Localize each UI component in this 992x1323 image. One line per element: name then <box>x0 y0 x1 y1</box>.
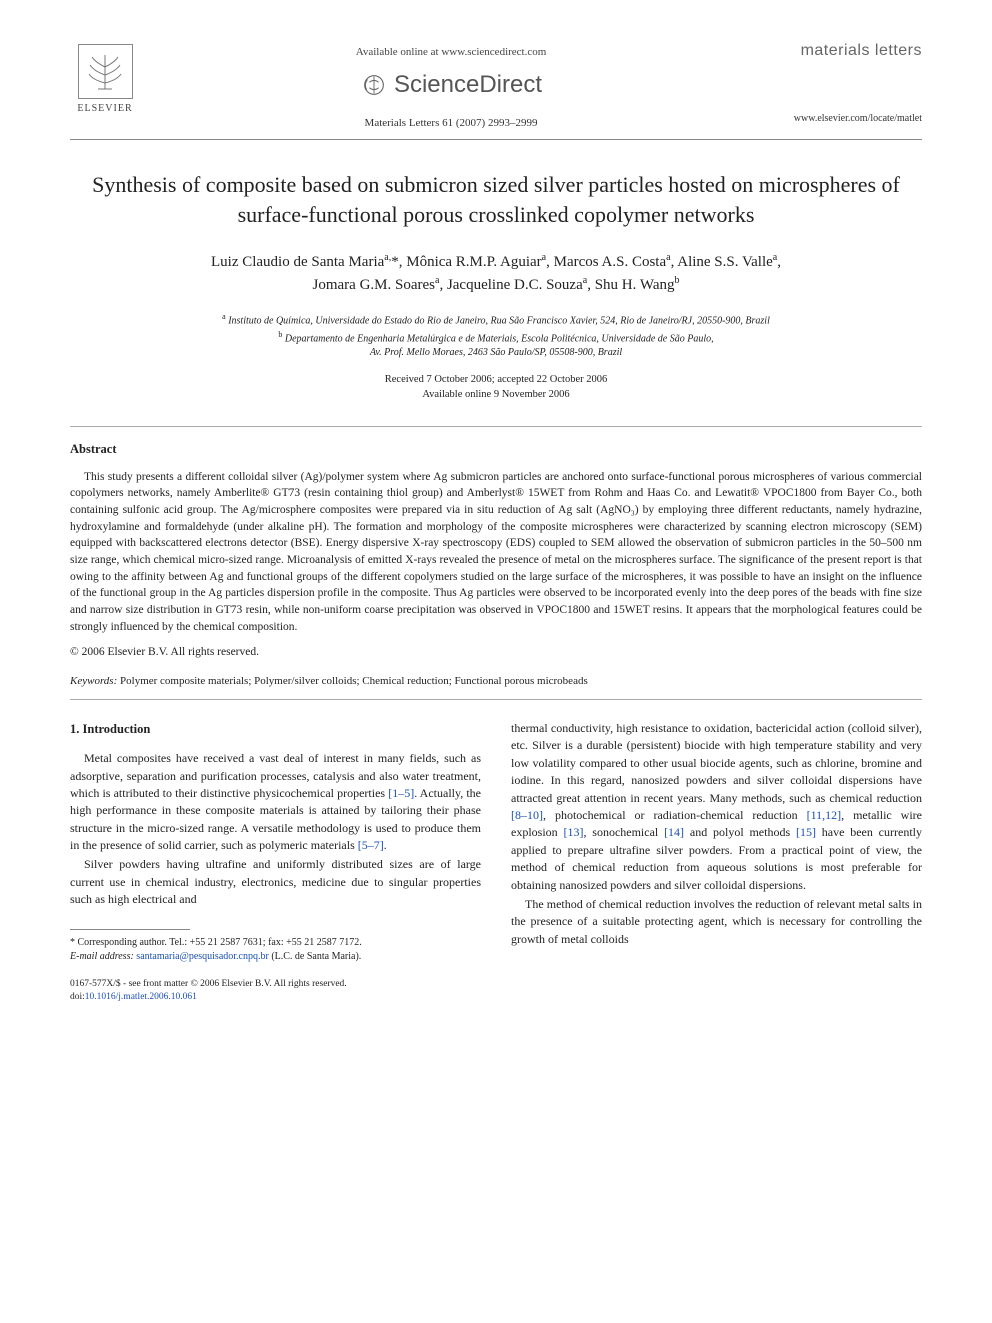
divider-abstract-bottom <box>70 699 922 700</box>
paper-title: Synthesis of composite based on submicro… <box>70 170 922 229</box>
ref-link[interactable]: [15] <box>796 825 816 839</box>
abstract-heading: Abstract <box>70 441 922 459</box>
author-name: , Mônica R.M.P. Aguiar <box>399 254 542 270</box>
sciencedirect-logo: ScienceDirect <box>140 68 762 102</box>
sciencedirect-icon <box>360 71 388 99</box>
ref-link[interactable]: [8–10] <box>511 808 543 822</box>
corr-author-phone: * Corresponding author. Tel.: +55 21 258… <box>70 936 481 950</box>
ref-link[interactable]: [14] <box>664 825 684 839</box>
issn-copyright: 0167-577X/$ - see front matter © 2006 El… <box>70 978 922 991</box>
right-column: thermal conductivity, high resistance to… <box>511 720 922 964</box>
author-name: , Shu H. Wang <box>587 277 674 293</box>
author-affil-sup: b <box>674 275 679 286</box>
email-link[interactable]: santamaria@pesquisador.cnpq.br <box>136 951 269 962</box>
journal-reference: Materials Letters 61 (2007) 2993–2999 <box>140 116 762 131</box>
ref-link[interactable]: [1–5] <box>388 786 414 800</box>
journal-url: www.elsevier.com/locate/matlet <box>762 112 922 126</box>
doi-link[interactable]: 10.1016/j.matlet.2006.10.061 <box>85 992 197 1002</box>
author-sep: , <box>777 254 781 270</box>
keywords-label: Keywords: <box>70 675 117 687</box>
corr-author-email-line: E-mail address: santamaria@pesquisador.c… <box>70 950 481 964</box>
ref-link[interactable]: [5–7] <box>358 838 384 852</box>
affiliation-a: Instituto de Química, Universidade do Es… <box>228 315 770 326</box>
affiliations: a Instituto de Química, Universidade do … <box>70 311 922 361</box>
footnote-separator <box>70 929 190 930</box>
sciencedirect-text: ScienceDirect <box>394 68 542 102</box>
ref-link[interactable]: [11,12] <box>807 808 842 822</box>
intro-paragraph-2: Silver powders having ultrafine and unif… <box>70 856 481 908</box>
elsevier-tree-icon <box>78 44 133 99</box>
intro-paragraph-3: The method of chemical reduction involve… <box>511 896 922 948</box>
footer-info: 0167-577X/$ - see front matter © 2006 El… <box>70 978 922 1005</box>
body-columns: 1. Introduction Metal composites have re… <box>70 720 922 964</box>
header-center: Available online at www.sciencedirect.co… <box>140 40 762 131</box>
divider-top <box>70 139 922 140</box>
available-online-text: Available online at www.sciencedirect.co… <box>140 45 762 60</box>
affiliation-b-line2: Av. Prof. Mello Moraes, 2463 São Paulo/S… <box>370 347 622 358</box>
corresponding-author-footnote: * Corresponding author. Tel.: +55 21 258… <box>70 936 481 964</box>
divider-abstract-top <box>70 426 922 427</box>
affiliation-b-line1: Departamento de Engenharia Metalúrgica e… <box>285 333 714 344</box>
received-accepted: Received 7 October 2006; accepted 22 Oct… <box>385 374 607 385</box>
section-heading-intro: 1. Introduction <box>70 720 481 738</box>
intro-paragraph-2-cont: thermal conductivity, high resistance to… <box>511 720 922 894</box>
ref-link[interactable]: [13] <box>563 825 583 839</box>
author-name: , Marcos A.S. Costa <box>546 254 666 270</box>
authors-list: Luiz Claudio de Santa Mariaa,*, Mônica R… <box>70 250 922 297</box>
doi-line: doi:10.1016/j.matlet.2006.10.061 <box>70 991 922 1004</box>
journal-name: materials letters <box>762 40 922 62</box>
left-column: 1. Introduction Metal composites have re… <box>70 720 481 964</box>
abstract-body: This study presents a different colloida… <box>70 469 922 636</box>
elsevier-label: ELSEVIER <box>77 102 132 116</box>
email-attribution: (L.C. de Santa Maria). <box>269 951 361 962</box>
publication-dates: Received 7 October 2006; accepted 22 Oct… <box>70 373 922 402</box>
intro-paragraph-1: Metal composites have received a vast de… <box>70 750 481 854</box>
author-name: Jomara G.M. Soares <box>313 277 435 293</box>
author-name: , Jacqueline D.C. Souza <box>439 277 582 293</box>
keywords-text: Polymer composite materials; Polymer/sil… <box>117 675 587 687</box>
header-right: materials letters www.elsevier.com/locat… <box>762 40 922 126</box>
copyright-notice: © 2006 Elsevier B.V. All rights reserved… <box>70 644 922 660</box>
keywords-section: Keywords: Polymer composite materials; P… <box>70 674 922 689</box>
email-label: E-mail address: <box>70 951 136 962</box>
corresponding-star: * <box>391 254 399 270</box>
author-name: , Aline S.S. Valle <box>671 254 773 270</box>
elsevier-logo: ELSEVIER <box>70 40 140 120</box>
author-name: Luiz Claudio de Santa Maria <box>211 254 384 270</box>
header-section: ELSEVIER Available online at www.science… <box>70 40 922 131</box>
abstract-text: This study presents a different colloida… <box>70 469 922 636</box>
available-online-date: Available online 9 November 2006 <box>422 389 569 400</box>
